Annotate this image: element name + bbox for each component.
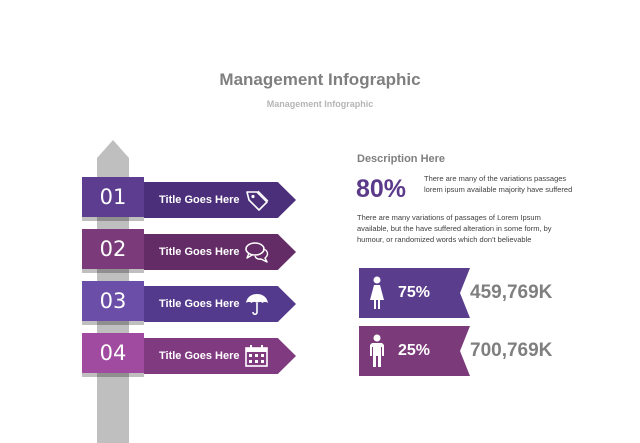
page-subtitle: Management Infographic (266, 99, 374, 109)
sign-number: 04 (82, 333, 144, 377)
sign-row-04: Title Goes Here 04 (82, 333, 296, 377)
sign-number: 03 (82, 281, 144, 325)
description-heading: Description Here (357, 153, 446, 165)
sign-row-02: Title Goes Here 02 (82, 229, 296, 273)
stat-value: 700,769K (470, 340, 553, 361)
sign-number: 02 (82, 229, 144, 273)
stat-banner-male: 25% (359, 326, 470, 376)
stat-percent: 25% (398, 342, 431, 359)
sign-arrow: Title Goes Here (144, 286, 296, 322)
chat-bubbles-icon (245, 242, 269, 263)
male-person-icon (370, 334, 384, 367)
stat-percent: 75% (398, 284, 431, 301)
sign-label: Title Goes Here (159, 246, 240, 258)
umbrella-icon (246, 294, 268, 316)
description-paragraph: There are many variations of passages of… (357, 213, 552, 244)
signpost-tip (97, 140, 129, 158)
sign-row-01: Title Goes Here 01 (82, 177, 296, 221)
sign-label: Title Goes Here (159, 194, 240, 206)
female-person-icon (370, 276, 384, 309)
tag-icon (246, 190, 269, 211)
sign-arrow: Title Goes Here (144, 234, 296, 270)
stat-banner-female: 75% (359, 268, 470, 318)
page-title: Management Infographic (219, 70, 421, 89)
sign-number: 01 (82, 177, 144, 221)
sign-row-03: Title Goes Here 03 (82, 281, 296, 325)
sign-arrow: Title Goes Here (144, 338, 296, 374)
sign-label: Title Goes Here (159, 350, 240, 362)
sign-arrow: Title Goes Here (144, 182, 296, 218)
highlight-text: There are many of the variations passage… (424, 174, 573, 194)
sign-label: Title Goes Here (159, 298, 240, 310)
calendar-icon (245, 345, 268, 367)
stat-value: 459,769K (470, 282, 553, 303)
highlight-percent: 80% (356, 175, 407, 203)
